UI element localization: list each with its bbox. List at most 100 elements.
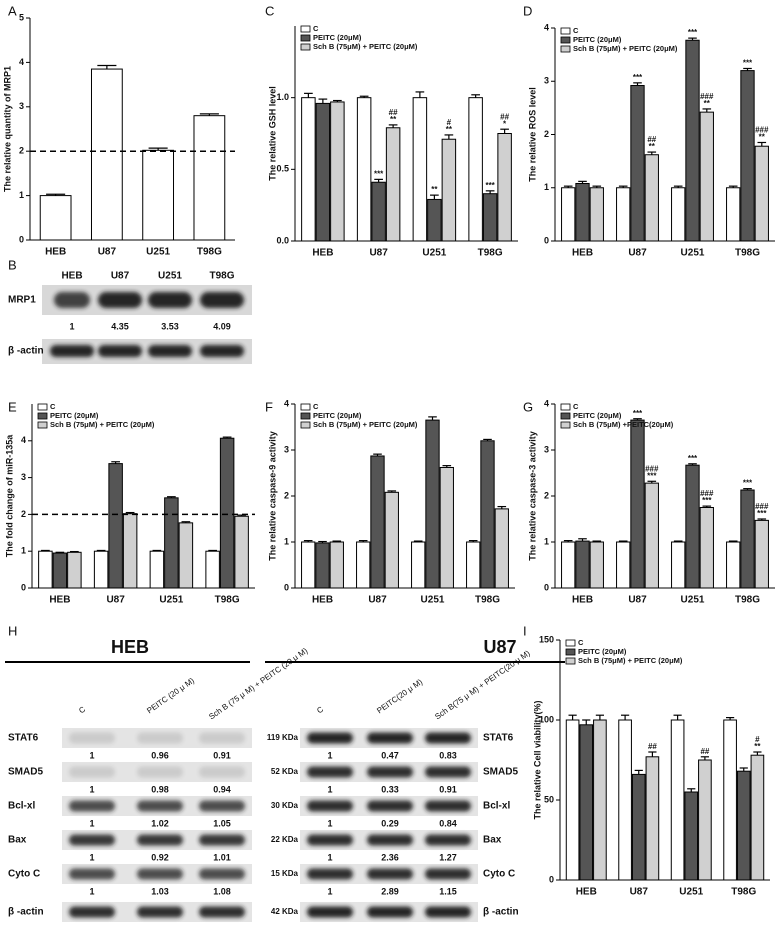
x-tick-label: HEB <box>312 248 333 259</box>
x-tick-label: U87 <box>630 887 649 898</box>
significance: *** <box>757 509 767 518</box>
bar <box>645 756 660 881</box>
legend-swatch <box>37 412 48 420</box>
row-label: SMAD5 <box>483 767 518 778</box>
blot-band <box>367 868 413 880</box>
quantification: 2.89 <box>381 886 399 896</box>
column-label: T98G <box>209 271 234 282</box>
y-tick-label: 4 <box>284 398 289 408</box>
x-tick-label: U87 <box>369 248 388 259</box>
bar <box>631 773 646 881</box>
quantification: 0.98 <box>151 784 169 794</box>
bar <box>301 97 316 242</box>
bar <box>670 719 685 881</box>
quantification: 0.96 <box>151 750 169 760</box>
blot-band <box>367 800 413 812</box>
bar <box>52 552 68 589</box>
blot-band <box>199 800 245 812</box>
quantification: 0.84 <box>439 818 457 828</box>
y-tick-label: 0 <box>549 874 554 884</box>
quantification: 1 <box>327 784 332 794</box>
group-title: HEB <box>111 637 149 657</box>
quantification: 0.91 <box>439 784 457 794</box>
legend-label: Sch B (75μM) + PEITC (20μM) <box>313 42 418 51</box>
y-tick-label: 1.0 <box>276 92 289 102</box>
blot-band <box>69 834 115 846</box>
legend-label: C <box>573 402 579 411</box>
blot-band <box>425 732 471 744</box>
bar <box>411 541 426 589</box>
quantification: 1 <box>327 818 332 828</box>
significance: *** <box>374 169 384 178</box>
row-label: Bax <box>483 835 502 846</box>
significance: ## <box>500 112 509 121</box>
panel-label: A <box>8 3 17 18</box>
bar <box>178 522 194 589</box>
bar <box>356 541 371 589</box>
significance: * <box>503 119 507 128</box>
blot-band <box>200 345 244 357</box>
significance: ### <box>755 126 769 135</box>
y-tick-label: 1 <box>19 190 24 200</box>
kda-label: 42 KDa <box>271 907 299 916</box>
quantification: 0.33 <box>381 784 399 794</box>
legend-label: C <box>313 402 319 411</box>
blot-band <box>199 732 245 744</box>
blot-band <box>367 766 413 778</box>
legend-label: PEITC (20μM) <box>50 411 99 420</box>
column-label: C <box>315 705 325 716</box>
bar <box>370 455 385 589</box>
y-tick-label: 3 <box>544 444 549 454</box>
y-axis-label: The relative caspase-9 activity <box>267 431 277 561</box>
bar <box>630 419 645 589</box>
y-tick-label: 2 <box>19 146 24 156</box>
bar <box>219 437 235 589</box>
y-tick-label: 0 <box>21 582 26 592</box>
y-tick-label: 2 <box>544 129 549 139</box>
y-tick-label: 2 <box>544 490 549 500</box>
y-tick-label: 0 <box>544 582 549 592</box>
legend-label: Sch B (75μM) +PEITC(20μM) <box>573 420 674 429</box>
significance: ** <box>446 125 453 134</box>
bar <box>726 541 741 589</box>
bar <box>618 719 632 881</box>
x-tick-label: T98G <box>215 595 240 606</box>
bar <box>699 111 714 242</box>
y-tick-label: 2 <box>284 490 289 500</box>
bar <box>644 154 659 242</box>
bar <box>205 550 220 589</box>
bar <box>384 491 399 589</box>
quantification: 3.53 <box>161 321 179 331</box>
legend-swatch <box>560 421 571 429</box>
blot-band <box>425 834 471 846</box>
blot-band <box>137 868 183 880</box>
bar <box>482 193 498 242</box>
bar <box>315 102 331 242</box>
quantification: 1.15 <box>439 886 457 896</box>
x-tick-label: T98G <box>197 247 222 258</box>
quantification: 1.08 <box>213 886 231 896</box>
column-label: U87 <box>111 271 130 282</box>
bar <box>671 541 686 589</box>
x-tick-label: U87 <box>628 248 647 259</box>
quantification: 1.01 <box>213 852 231 862</box>
panel-label: I <box>523 623 527 638</box>
row-label: Bcl-xl <box>483 801 510 812</box>
bar <box>108 463 123 589</box>
bar <box>164 497 179 589</box>
y-tick-label: 2 <box>21 509 26 519</box>
quantification: 0.47 <box>381 750 399 760</box>
x-tick-label: U87 <box>628 595 647 606</box>
significance: ** <box>390 115 397 124</box>
x-tick-label: HEB <box>572 248 593 259</box>
blot-band <box>307 868 353 880</box>
blot-band <box>307 906 353 918</box>
blot-band <box>425 906 471 918</box>
quantification: 1 <box>327 852 332 862</box>
x-tick-label: U251 <box>159 595 183 606</box>
blot-band <box>307 766 353 778</box>
quantification: 1.27 <box>439 852 457 862</box>
significance: ## <box>700 747 709 756</box>
panel-label: B <box>8 257 17 272</box>
blot-band <box>148 345 192 357</box>
